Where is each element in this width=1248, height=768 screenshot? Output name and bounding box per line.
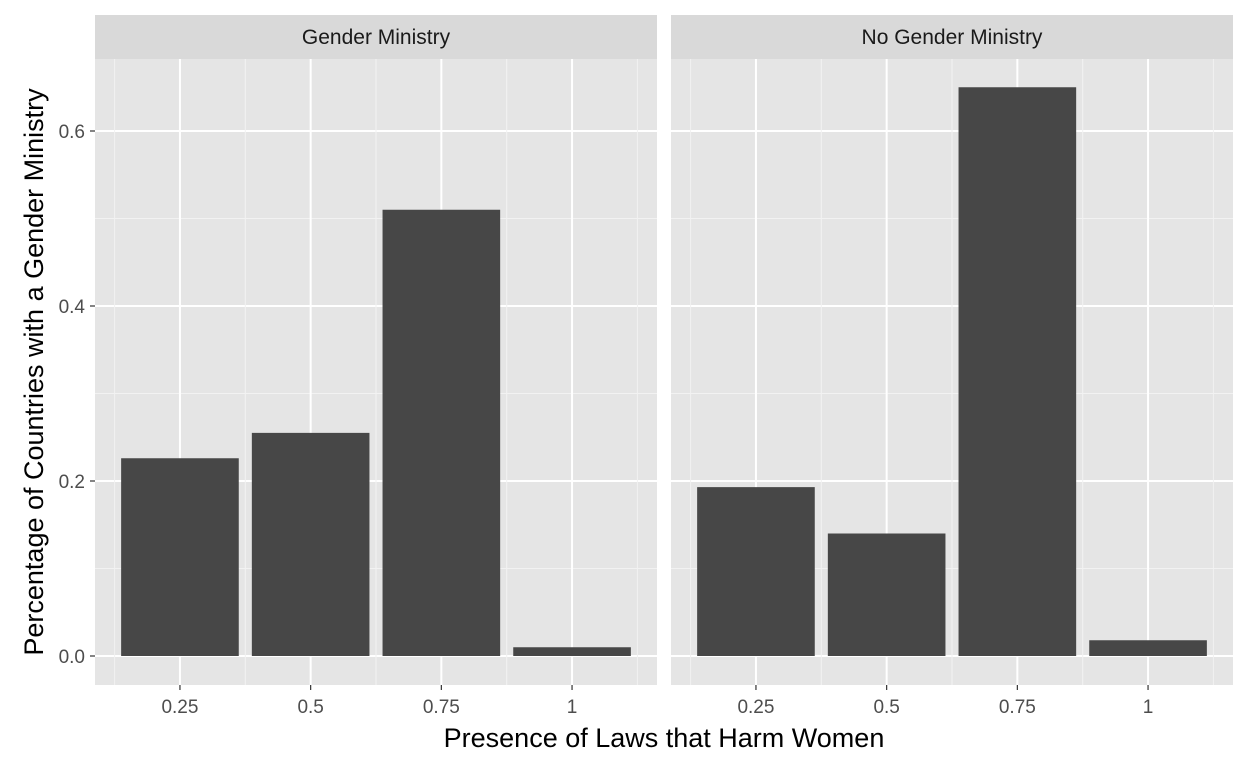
facet-strip	[95, 15, 657, 59]
x-tick-label: 1	[1143, 697, 1154, 718]
x-tick-label: 0.25	[161, 697, 198, 718]
facet-strip-label: No Gender Ministry	[862, 26, 1043, 49]
bar	[1089, 640, 1207, 656]
bar	[697, 487, 815, 656]
y-tick-label: 0.6	[59, 122, 85, 143]
x-tick-label: 1	[567, 697, 578, 718]
x-tick-label: 0.25	[737, 697, 774, 718]
y-axis-title: Percentage of Countries with a Gender Mi…	[19, 88, 49, 656]
bar	[513, 647, 631, 656]
x-tick-label: 0.5	[873, 697, 899, 718]
y-tick-label: 0.2	[59, 472, 85, 493]
facet-strip	[671, 15, 1233, 59]
bar	[121, 458, 239, 656]
y-tick-label: 0.4	[59, 297, 86, 318]
facet-strip-label: Gender Ministry	[302, 26, 451, 49]
bar	[958, 87, 1077, 656]
bar	[827, 533, 946, 656]
y-tick-label: 0.0	[59, 647, 85, 668]
bar	[382, 209, 501, 656]
x-tick-label: 0.75	[423, 697, 460, 718]
x-tick-label: 0.75	[999, 697, 1036, 718]
bar	[251, 432, 370, 656]
x-tick-label: 0.5	[297, 697, 323, 718]
x-axis-title: Presence of Laws that Harm Women	[444, 723, 885, 753]
